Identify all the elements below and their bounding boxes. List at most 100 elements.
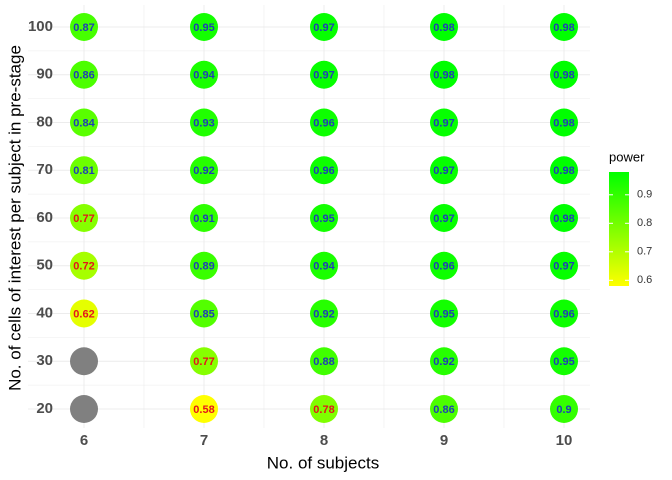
dot [310,60,338,89]
value-label: 0.94 [313,261,335,273]
value-label: 0.9 [556,404,571,416]
value-label: 0.97 [553,261,574,273]
y-tick-label: 100 [28,18,53,35]
value-label: 0.97 [433,117,454,129]
y-tick-label: 90 [36,66,53,83]
y-tick-label: 80 [36,113,53,130]
value-label: 0.77 [193,356,214,368]
x-tick-label: 8 [320,432,328,449]
value-label: 0.84 [73,117,95,129]
dot [550,13,578,41]
dot [190,108,218,137]
y-tick-label: 40 [36,304,53,321]
y-tick-label: 30 [36,352,53,369]
dot [430,395,458,423]
value-label: 0.85 [193,308,214,320]
value-label: 0.94 [193,70,215,82]
dot [70,156,98,185]
y-tick-label: 70 [36,161,53,178]
value-label: 0.77 [73,213,94,225]
dot [190,251,218,280]
value-label: 0.98 [433,22,454,34]
value-label: 0.62 [73,308,94,320]
value-label: 0.95 [553,356,574,368]
dot [550,108,578,137]
value-label: 0.81 [73,165,94,177]
value-label: 0.97 [433,213,454,225]
value-label: 0.98 [553,22,574,34]
value-label: 0.95 [433,308,454,320]
x-tick-label: 9 [440,432,448,449]
dot [310,156,338,185]
dot [70,108,98,137]
value-label: 0.98 [553,70,574,82]
legend-tick-label: 0.7 [637,246,652,258]
value-label: 0.96 [433,261,454,273]
dot [430,156,458,185]
dot [190,156,218,185]
dot [70,347,98,376]
value-label: 0.96 [313,165,334,177]
dot [310,251,338,280]
grid [28,5,590,428]
dot [550,156,578,185]
dot [550,347,578,376]
value-label: 0.98 [553,165,574,177]
dot [70,13,98,41]
dot [430,108,458,137]
dot [310,204,338,232]
value-label: 0.98 [553,213,574,225]
dot [430,299,458,328]
dot [550,60,578,89]
plot-area: 0.58 0.78 0.86 0.9 0.77 0.88 0.92 0.95 0.62 0.85 0… [70,13,578,423]
value-label: 0.72 [73,261,94,273]
dot [430,13,458,41]
y-axis-title: No. of cells of interest per subject in … [5,45,24,391]
dot [550,395,578,423]
dot [550,204,578,232]
value-label: 0.97 [433,165,454,177]
value-label: 0.97 [313,70,334,82]
value-label: 0.92 [313,308,334,320]
legend-tick-label: 0.9 [637,189,652,201]
x-tick-label: 10 [556,432,573,449]
value-label: 0.97 [313,22,334,34]
value-label: 0.91 [193,213,214,225]
value-label: 0.92 [433,356,454,368]
dot [550,299,578,328]
colorbar [609,172,629,286]
x-axis-title: No. of subjects [267,453,379,472]
dot [190,299,218,328]
value-label: 0.86 [73,70,94,82]
x-tick-label: 7 [200,432,208,449]
dot [190,60,218,89]
value-label: 0.92 [193,165,214,177]
value-label: 0.98 [553,117,574,129]
y-tick-label: 50 [36,257,53,274]
value-label: 0.86 [433,404,454,416]
value-label: 0.89 [193,261,214,273]
dot [310,347,338,376]
dot [190,395,218,423]
dot [190,13,218,41]
legend-title: power [609,149,645,164]
value-label: 0.78 [313,404,334,416]
dot [430,347,458,376]
value-label: 0.95 [313,213,334,225]
value-label: 0.58 [193,404,214,416]
dot [190,204,218,232]
value-label: 0.96 [553,308,574,320]
y-tick-label: 60 [36,209,53,226]
dot [310,299,338,328]
dot [430,251,458,280]
dot [310,395,338,423]
dot [310,108,338,137]
dot [430,204,458,232]
dot [310,13,338,41]
dot [70,395,98,423]
value-label: 0.98 [433,70,454,82]
value-label: 0.95 [193,22,214,34]
x-tick-label: 6 [80,432,88,449]
dot [70,251,98,280]
